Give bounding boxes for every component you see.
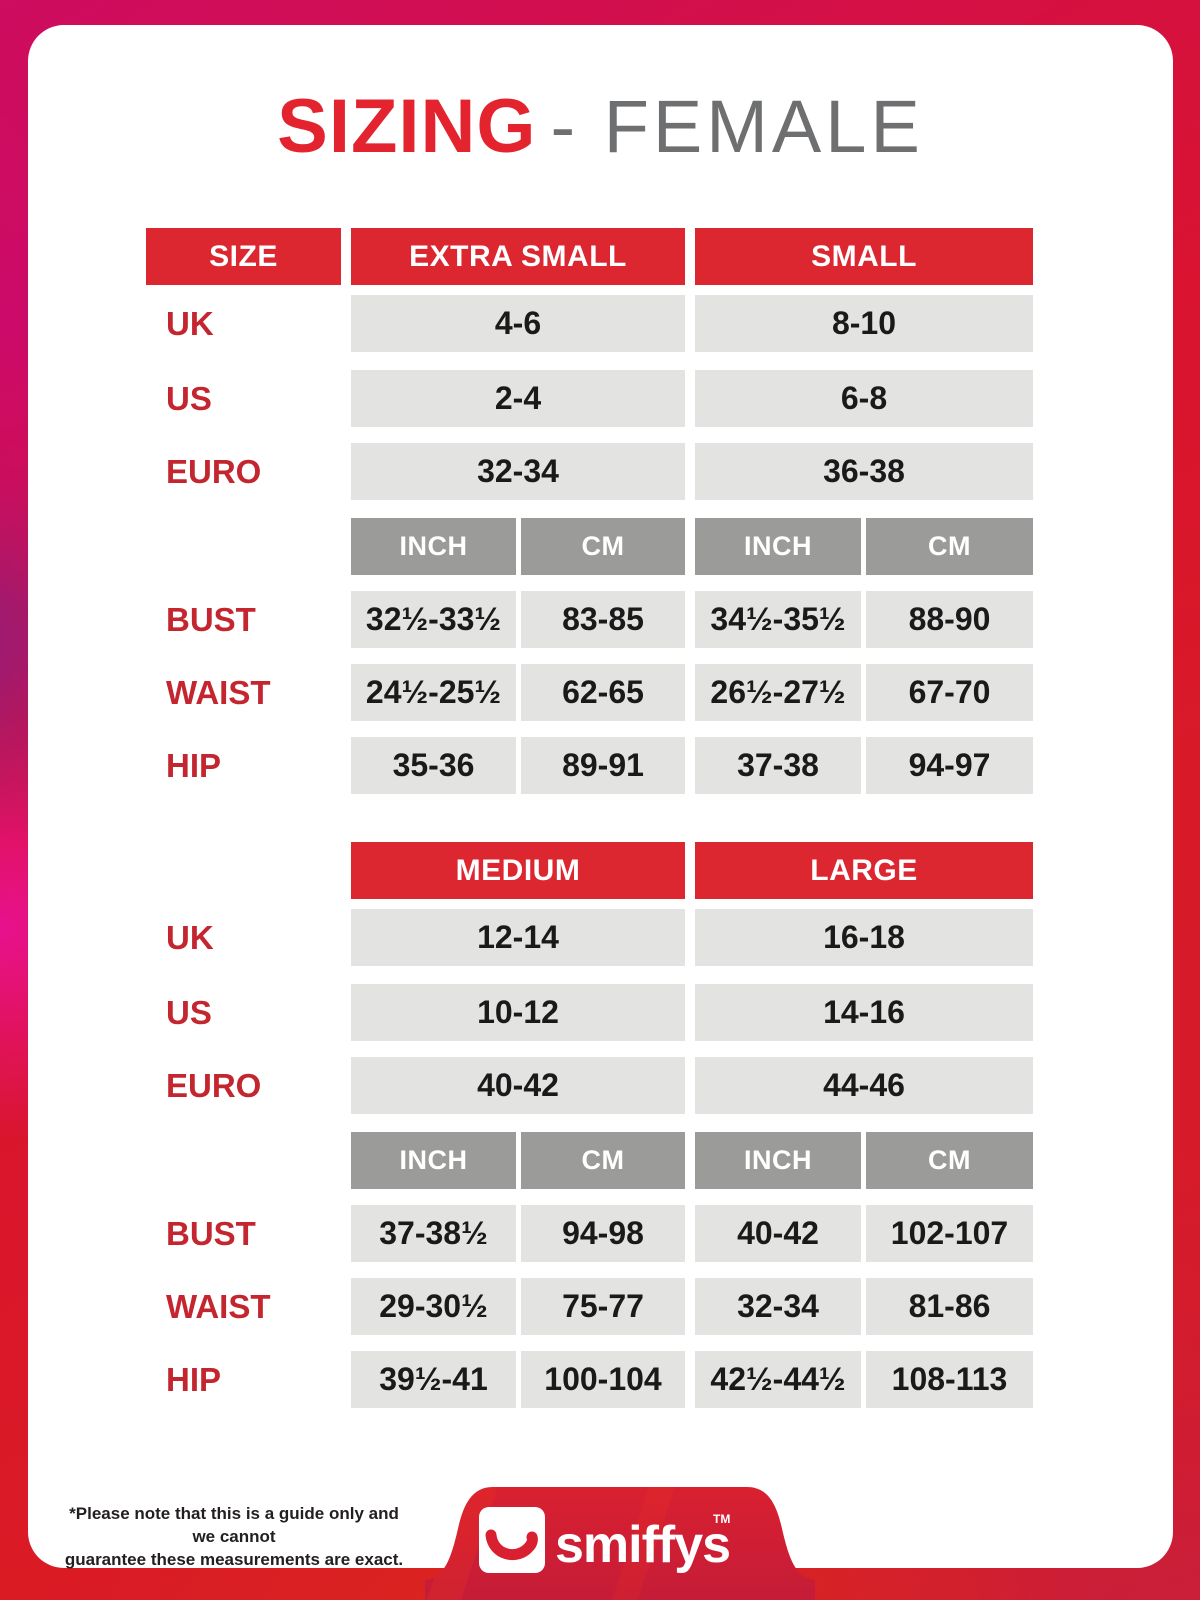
- table-row-us: US 2-4 6-8: [146, 370, 1033, 427]
- waist-l-inch: 32-34: [695, 1278, 861, 1335]
- us-s-value: 6-8: [695, 370, 1033, 427]
- unit-header-row: INCH CM INCH CM: [146, 1132, 1033, 1189]
- table-row-hip: HIP 35-36 89-91 37-38 94-97: [146, 737, 1033, 794]
- unit-header-cm-2: CM: [866, 518, 1033, 575]
- uk-s-value: 8-10: [695, 295, 1033, 352]
- waist-m-inch: 29-30½: [351, 1278, 516, 1335]
- us-l-value: 14-16: [695, 984, 1033, 1041]
- row-label-uk: UK: [166, 918, 214, 956]
- waist-xs-cm: 62-65: [521, 664, 685, 721]
- row-label-hip: HIP: [166, 746, 222, 784]
- disclaimer-line-1: *Please note that this is a guide only a…: [69, 1504, 399, 1546]
- smiffys-smile-icon: [485, 1529, 538, 1561]
- disclaimer-note: *Please note that this is a guide only a…: [58, 1502, 410, 1571]
- corner-spacer: [146, 842, 341, 899]
- table-row-uk: UK 12-14 16-18: [146, 909, 1033, 966]
- waist-m-cm: 75-77: [521, 1278, 685, 1335]
- hip-m-inch: 39½-41: [351, 1351, 516, 1408]
- title-variant-word: - FEMALE: [550, 85, 924, 168]
- hip-l-cm: 108-113: [866, 1351, 1033, 1408]
- us-m-value: 10-12: [351, 984, 685, 1041]
- table-row-euro: EURO 32-34 36-38: [146, 443, 1033, 500]
- table-row-us: US 10-12 14-16: [146, 984, 1033, 1041]
- row-label-uk: UK: [166, 304, 214, 342]
- euro-xs-value: 32-34: [351, 443, 685, 500]
- logo-wordmark: smiffys: [555, 1516, 730, 1574]
- hip-s-cm: 94-97: [866, 737, 1033, 794]
- waist-s-cm: 67-70: [866, 664, 1033, 721]
- row-label-us: US: [166, 379, 212, 417]
- table-row-uk: UK 4-6 8-10: [146, 295, 1033, 352]
- table-row-waist: WAIST 24½-25½ 62-65 26½-27½ 67-70: [146, 664, 1033, 721]
- euro-l-value: 44-46: [695, 1057, 1033, 1114]
- unit-header-cm-1: CM: [521, 518, 685, 575]
- disclaimer-line-2: guarantee these measurements are exact.: [64, 1550, 404, 1569]
- table-row-bust: BUST 37-38½ 94-98 40-42 102-107: [146, 1205, 1033, 1262]
- row-label-waist: WAIST: [166, 1287, 271, 1325]
- row-label-waist: WAIST: [166, 673, 271, 711]
- table-medium-large: MEDIUM LARGE UK 12-14 16-18 US 10-12 14-…: [146, 842, 1033, 1408]
- unit-header-inch-2: INCH: [695, 518, 861, 575]
- hip-l-inch: 42½-44½: [695, 1351, 861, 1408]
- row-label-us: US: [166, 993, 212, 1031]
- table-row-hip: HIP 39½-41 100-104 42½-44½ 108-113: [146, 1351, 1033, 1408]
- row-label-bust: BUST: [166, 1214, 256, 1252]
- table-row-euro: EURO 40-42 44-46: [146, 1057, 1033, 1114]
- size-header-extra-small: EXTRA SMALL: [351, 228, 685, 285]
- unit-header-inch-1: INCH: [351, 1132, 516, 1189]
- bust-xs-inch: 32½-33½: [351, 591, 516, 648]
- bust-xs-cm: 83-85: [521, 591, 685, 648]
- page-title: SIZING - FEMALE: [28, 89, 1173, 165]
- uk-m-value: 12-14: [351, 909, 685, 966]
- corner-spacer: [146, 518, 341, 575]
- waist-l-cm: 81-86: [866, 1278, 1033, 1335]
- content-card: SIZING - FEMALE SIZE EXTRA SMALL SMALL UK…: [28, 25, 1173, 1571]
- row-label-hip: HIP: [166, 1360, 222, 1398]
- bust-l-cm: 102-107: [866, 1205, 1033, 1262]
- us-xs-value: 2-4: [351, 370, 685, 427]
- euro-s-value: 36-38: [695, 443, 1033, 500]
- table-row-waist: WAIST 29-30½ 75-77 32-34 81-86: [146, 1278, 1033, 1335]
- title-brand-word: SIZING: [277, 84, 537, 169]
- waist-xs-inch: 24½-25½: [351, 664, 516, 721]
- hip-m-cm: 100-104: [521, 1351, 685, 1408]
- hip-xs-inch: 35-36: [351, 737, 516, 794]
- unit-header-cm-1: CM: [521, 1132, 685, 1189]
- corner-size-header: SIZE: [146, 228, 341, 285]
- bust-s-cm: 88-90: [866, 591, 1033, 648]
- corner-spacer: [146, 1132, 341, 1189]
- uk-xs-value: 4-6: [351, 295, 685, 352]
- bust-m-inch: 37-38½: [351, 1205, 516, 1262]
- row-label-bust: BUST: [166, 600, 256, 638]
- hip-s-inch: 37-38: [695, 737, 861, 794]
- waist-s-inch: 26½-27½: [695, 664, 861, 721]
- row-label-euro: EURO: [166, 452, 262, 490]
- size-header-medium: MEDIUM: [351, 842, 685, 899]
- unit-header-cm-2: CM: [866, 1132, 1033, 1189]
- size-tables: SIZE EXTRA SMALL SMALL UK 4-6 8-10 US 2-…: [146, 228, 1033, 1408]
- smile-box: [479, 1507, 545, 1573]
- logo-tab-streaks: [425, 1487, 683, 1600]
- size-header-row: MEDIUM LARGE: [146, 842, 1033, 899]
- unit-header-row: INCH CM INCH CM: [146, 518, 1033, 575]
- bust-m-cm: 94-98: [521, 1205, 685, 1262]
- uk-l-value: 16-18: [695, 909, 1033, 966]
- table-row-bust: BUST 32½-33½ 83-85 34½-35½ 88-90: [146, 591, 1033, 648]
- smiffys-logo: smiffys TM: [425, 1487, 815, 1600]
- bust-s-inch: 34½-35½: [695, 591, 861, 648]
- size-header-row: SIZE EXTRA SMALL SMALL: [146, 228, 1033, 285]
- size-header-large: LARGE: [695, 842, 1033, 899]
- hip-xs-cm: 89-91: [521, 737, 685, 794]
- unit-header-inch-1: INCH: [351, 518, 516, 575]
- euro-m-value: 40-42: [351, 1057, 685, 1114]
- logo-trademark: TM: [713, 1512, 730, 1526]
- row-label-euro: EURO: [166, 1066, 262, 1104]
- size-header-small: SMALL: [695, 228, 1033, 285]
- unit-header-inch-2: INCH: [695, 1132, 861, 1189]
- bust-l-inch: 40-42: [695, 1205, 861, 1262]
- table-xs-small: SIZE EXTRA SMALL SMALL UK 4-6 8-10 US 2-…: [146, 228, 1033, 794]
